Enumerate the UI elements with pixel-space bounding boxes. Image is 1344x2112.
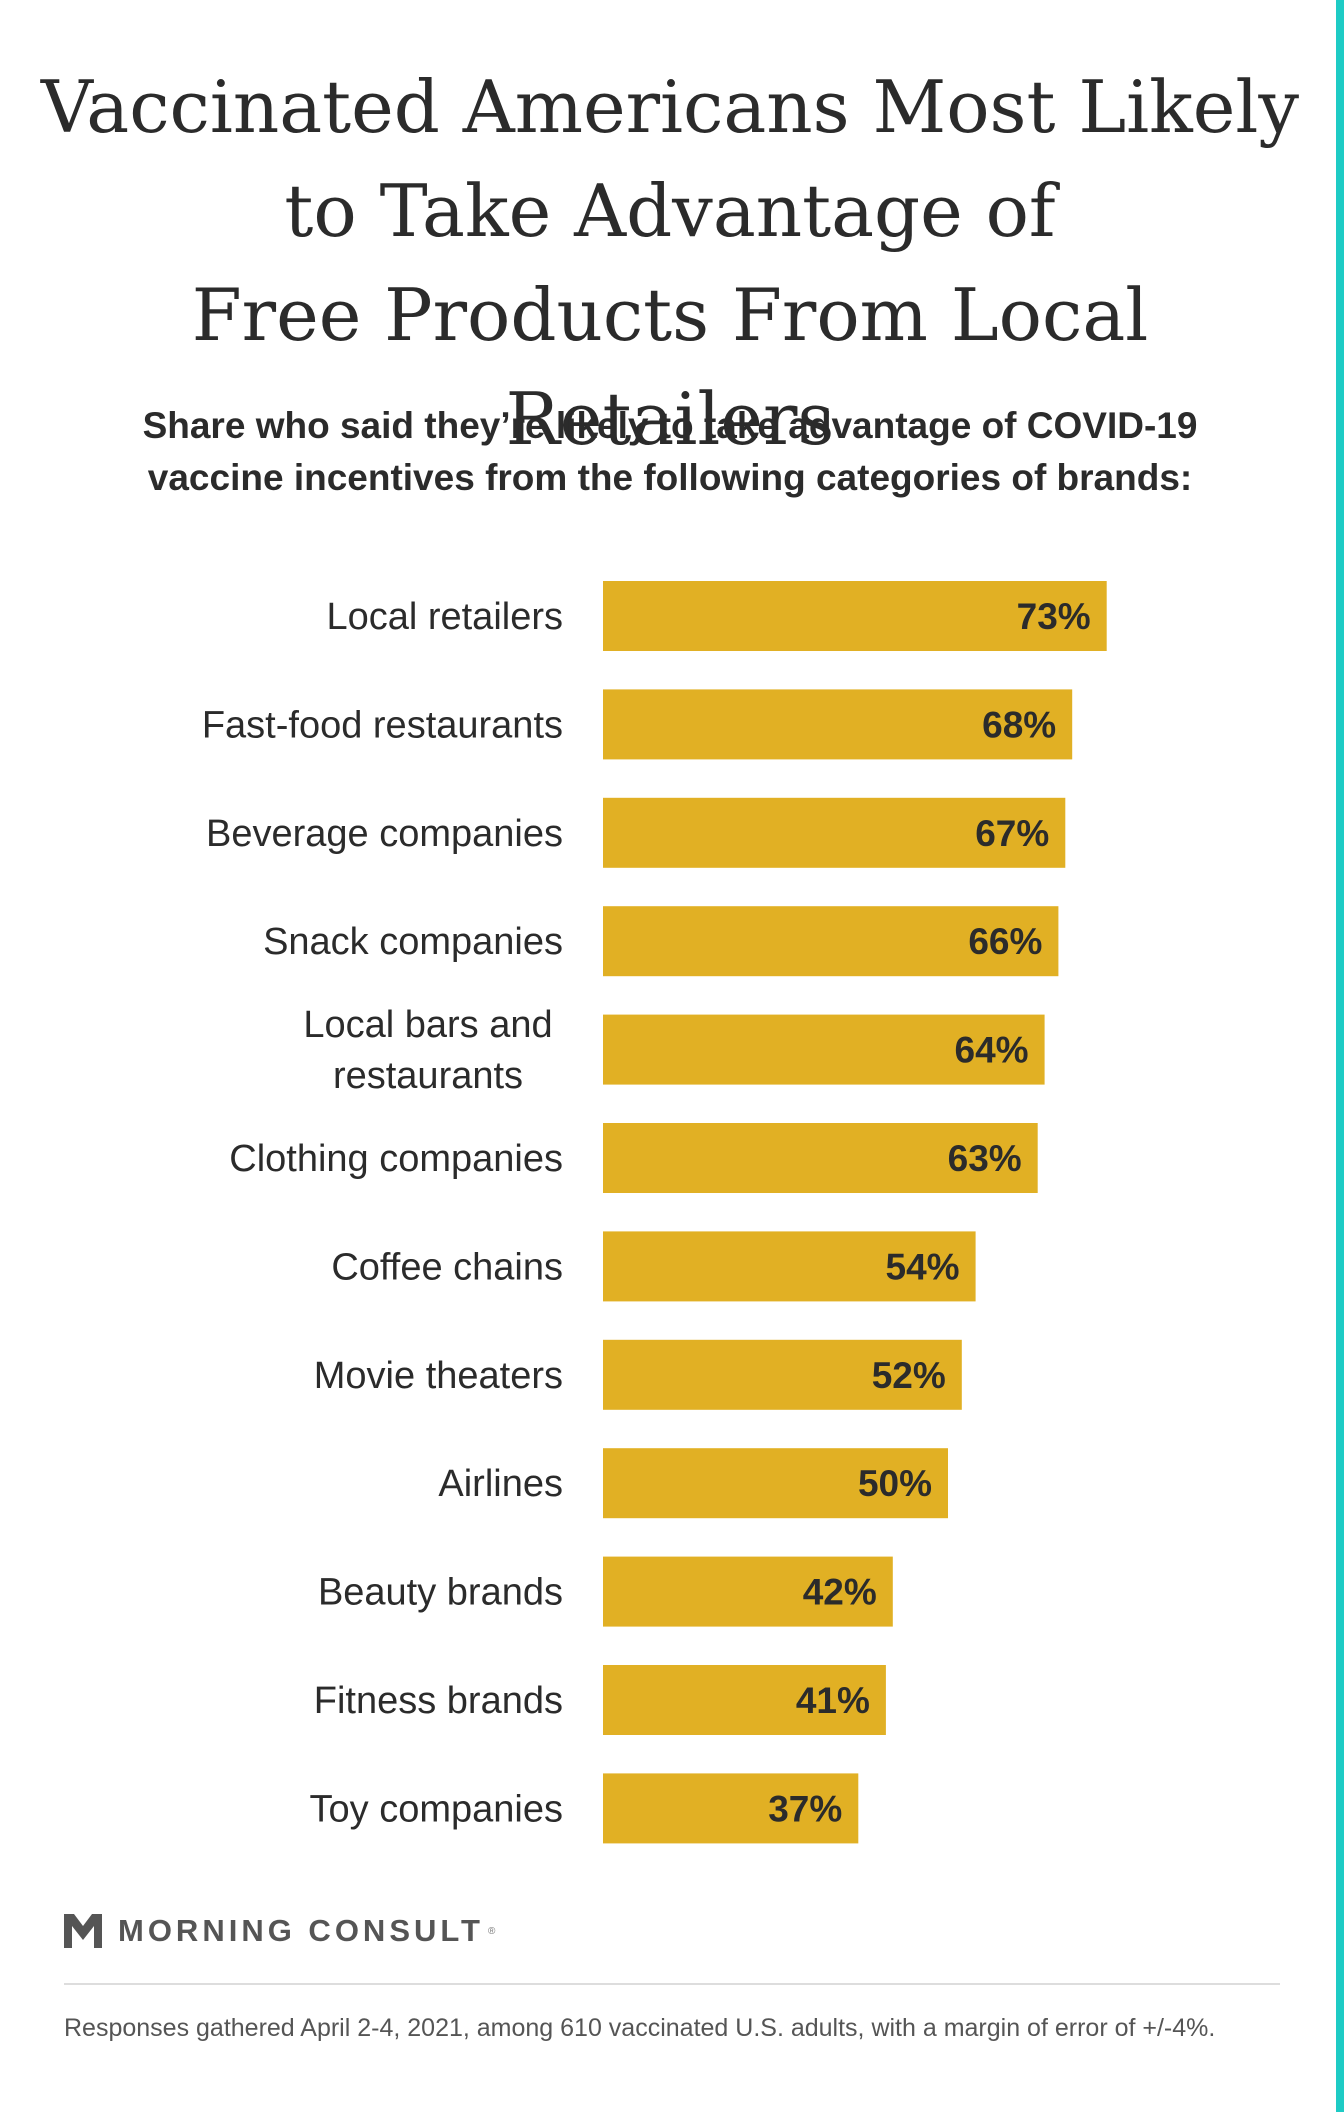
bar-value-label: 50% bbox=[858, 1463, 932, 1504]
bar-value-label: 73% bbox=[1017, 596, 1091, 637]
bar-value-label: 64% bbox=[955, 1030, 1029, 1071]
category-label: Clothing companies bbox=[229, 1138, 563, 1180]
brand-name: MORNING CONSULT bbox=[118, 1913, 484, 1948]
bar bbox=[603, 1231, 976, 1302]
bar-value-label: 54% bbox=[886, 1246, 960, 1287]
category-label: Airlines bbox=[438, 1463, 563, 1505]
bar-value-label: 67% bbox=[975, 813, 1049, 854]
chart-subtitle: Share who said they’re likely to take ad… bbox=[40, 400, 1300, 504]
category-label: restaurants bbox=[333, 1055, 523, 1097]
category-label: Local bars and bbox=[303, 1004, 552, 1046]
category-label: Coffee chains bbox=[331, 1246, 563, 1288]
title-line-1: Vaccinated Americans Most Likely bbox=[40, 65, 1300, 149]
accent-stripe bbox=[1336, 0, 1344, 2112]
footer-divider bbox=[64, 1983, 1280, 1985]
registered-mark: ® bbox=[487, 1925, 496, 1937]
bar-value-label: 66% bbox=[968, 921, 1042, 962]
chart-title: Vaccinated Americans Most Likely to Take… bbox=[40, 55, 1300, 471]
morning-consult-m-icon bbox=[64, 1914, 102, 1948]
bar bbox=[603, 1123, 1038, 1193]
category-label: Local retailers bbox=[326, 596, 563, 638]
bar-chart: 73% Local retailers 68% Fast-food restauran… bbox=[202, 581, 1107, 1844]
bar bbox=[603, 797, 1066, 868]
title-line-3: Free Products From Local Retailers bbox=[191, 273, 1149, 461]
bar-value-label: 52% bbox=[872, 1355, 946, 1396]
bar bbox=[603, 1556, 893, 1627]
bar bbox=[603, 689, 1073, 760]
subtitle-line-1: Share who said they’re likely to take ad… bbox=[142, 405, 1198, 446]
bar bbox=[603, 906, 1059, 977]
category-label: Toy companies bbox=[310, 1788, 563, 1830]
category-label: Fitness brands bbox=[314, 1680, 563, 1722]
title-line-2: to Take Advantage of bbox=[284, 169, 1056, 253]
footnote: Responses gathered April 2-4, 2021, amon… bbox=[64, 2014, 1216, 2042]
bar bbox=[603, 1773, 859, 1844]
bar-value-label: 42% bbox=[803, 1572, 877, 1613]
category-label: Beauty brands bbox=[318, 1572, 563, 1614]
bar bbox=[603, 1448, 948, 1519]
category-label: Snack companies bbox=[263, 921, 563, 963]
bar-value-label: 41% bbox=[796, 1680, 870, 1721]
bar bbox=[603, 1665, 886, 1735]
category-label: Movie theaters bbox=[314, 1355, 563, 1397]
bar bbox=[603, 1014, 1045, 1085]
brand-logo: MORNING CONSULT ® bbox=[64, 1913, 495, 1949]
category-label: Fast-food restaurants bbox=[202, 704, 563, 746]
bar bbox=[603, 581, 1107, 651]
bar-value-label: 63% bbox=[948, 1138, 1022, 1179]
subtitle-line-2: vaccine incentives from the following ca… bbox=[147, 457, 1193, 498]
bar bbox=[603, 1339, 962, 1410]
category-label: Beverage companies bbox=[206, 813, 563, 855]
bar-value-label: 68% bbox=[982, 704, 1056, 745]
bar-value-label: 37% bbox=[768, 1788, 842, 1829]
